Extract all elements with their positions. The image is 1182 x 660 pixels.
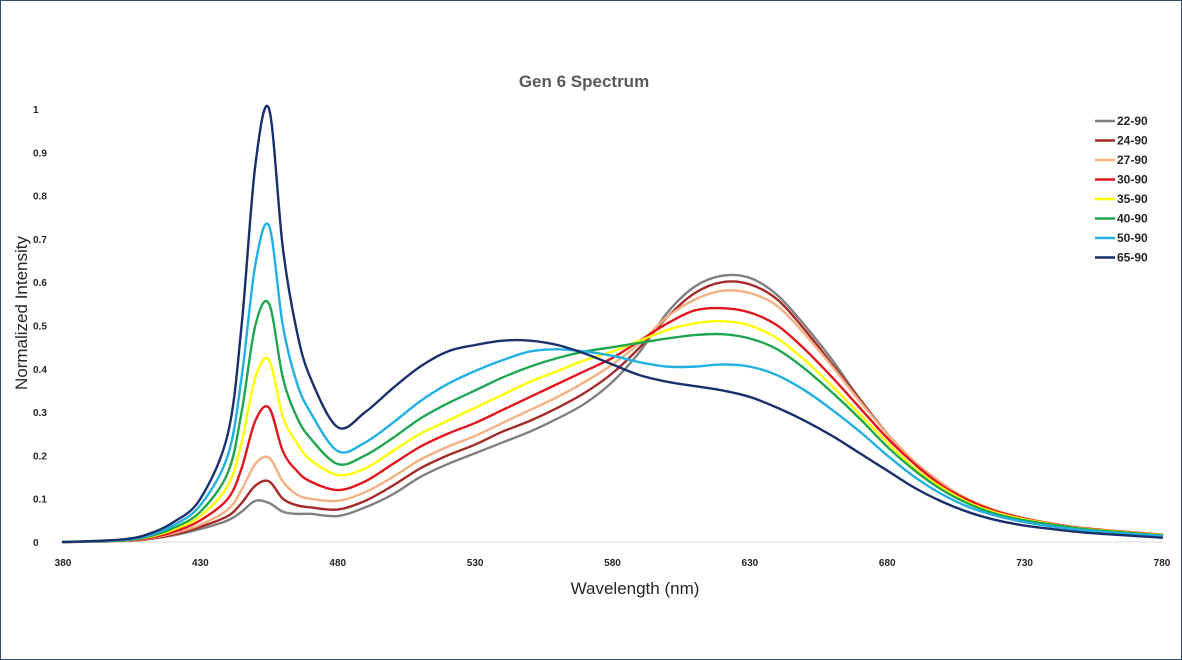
legend-label: 24-90 — [1117, 134, 1148, 148]
x-tick-label: 630 — [742, 558, 759, 569]
y-axis-title: Normalized Intensity — [12, 236, 31, 391]
y-tick-label: 0.1 — [33, 495, 47, 506]
series-lines — [61, 104, 1164, 544]
series-line-27-90 — [61, 289, 1164, 544]
y-tick-label: 0.5 — [33, 322, 47, 333]
y-tick-label: 0.2 — [33, 451, 47, 462]
y-tick-label: 0.7 — [33, 235, 47, 246]
chart-title: Gen 6 Spectrum — [519, 72, 649, 91]
x-tick-labels: 380 430 480 530 580 630 680 730 780 — [55, 558, 1171, 569]
series-line-22-90 — [61, 273, 1164, 544]
legend-label: 22-90 — [1117, 114, 1148, 128]
legend-label: 35-90 — [1117, 192, 1148, 206]
series-line-24-90 — [61, 280, 1164, 544]
y-tick-label: 1 — [33, 105, 39, 116]
x-tick-label: 730 — [1016, 558, 1033, 569]
y-tick-label: 0.4 — [33, 365, 47, 376]
x-tick-label: 780 — [1154, 558, 1171, 569]
legend-label: 30-90 — [1117, 173, 1148, 187]
series-line-40-90 — [61, 299, 1164, 544]
legend: 22-90 24-90 27-90 30-90 35-90 40-90 50-90 65-90 — [1095, 114, 1148, 265]
x-tick-label: 430 — [192, 558, 209, 569]
x-tick-label: 680 — [879, 558, 896, 569]
y-tick-label: 0.8 — [33, 192, 47, 203]
legend-label: 50-90 — [1117, 231, 1148, 245]
series-line-65-90 — [61, 104, 1164, 544]
x-tick-label: 380 — [55, 558, 72, 569]
x-tick-label: 530 — [467, 558, 484, 569]
legend-label: 40-90 — [1117, 212, 1148, 226]
x-tick-label: 580 — [604, 558, 621, 569]
series-line-30-90 — [61, 306, 1164, 544]
y-tick-labels: 0 0.1 0.2 0.3 0.4 0.5 0.6 0.7 0.8 0.9 1 — [33, 105, 47, 549]
y-tick-label: 0 — [33, 538, 39, 549]
x-axis-title: Wavelength (nm) — [571, 579, 700, 598]
x-tick-label: 480 — [329, 558, 346, 569]
y-tick-label: 0.9 — [33, 148, 47, 159]
y-tick-label: 0.6 — [33, 278, 47, 289]
y-tick-label: 0.3 — [33, 408, 47, 419]
legend-label: 27-90 — [1117, 153, 1148, 167]
legend-label: 65-90 — [1117, 251, 1148, 265]
